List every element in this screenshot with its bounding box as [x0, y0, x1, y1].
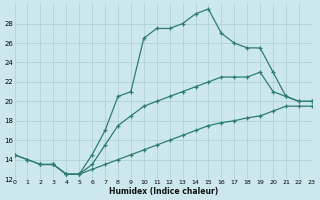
X-axis label: Humidex (Indice chaleur): Humidex (Indice chaleur) [108, 187, 218, 196]
